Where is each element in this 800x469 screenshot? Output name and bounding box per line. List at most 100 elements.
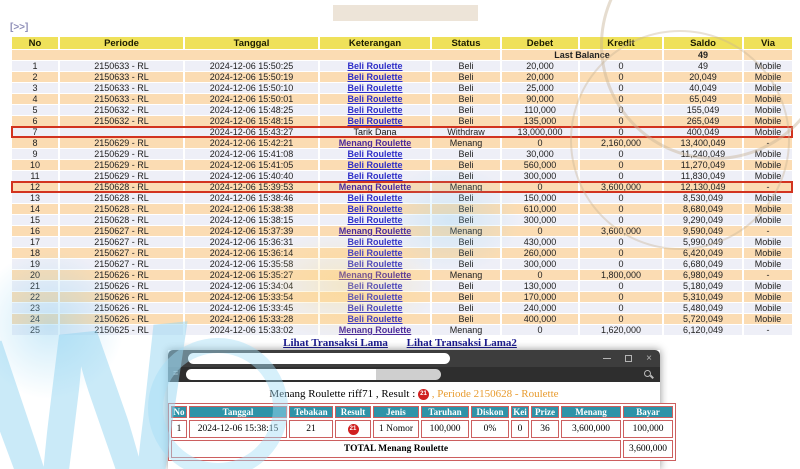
popup-titlebar[interactable]: × [168, 350, 660, 367]
table-row: 19 2150627 - RL 2024-12-06 15:35:58 Beli Ro… [12, 259, 792, 269]
cell-periode: 2150626 - RL [60, 303, 183, 313]
maximize-icon[interactable] [625, 355, 633, 362]
cell-kredit: 0 [580, 94, 662, 104]
keterangan-link[interactable]: Beli Roulette [347, 193, 403, 203]
cell-tanggal: 2024-12-06 15:50:01 [185, 94, 318, 104]
cell-saldo: 65,049 [664, 94, 742, 104]
keterangan-link[interactable]: Menang Roulette [338, 270, 412, 280]
cell-periode: 2150627 - RL [60, 259, 183, 269]
cell-kredit: 0 [580, 83, 662, 93]
cell-tanggal: 2024-12-06 15:33:02 [185, 325, 318, 335]
popup-result-title: Menang Roulette riff71 , Result : 21 , P… [168, 388, 660, 400]
cell-saldo: 11,830,049 [664, 171, 742, 181]
cell-saldo: 11,240,049 [664, 149, 742, 159]
keterangan-link[interactable]: Beli Roulette [347, 83, 403, 93]
cell-status: Beli [432, 303, 500, 313]
cell-via: Mobile [744, 204, 792, 214]
keterangan-link[interactable]: Beli Roulette [347, 116, 403, 126]
cell-via: - [744, 226, 792, 236]
cell-via: Mobile [744, 281, 792, 291]
keterangan-link[interactable]: Beli Roulette [347, 105, 403, 115]
popup-cell-kei: 0 [511, 420, 529, 438]
cell-keterangan: Beli Roulette [320, 314, 430, 324]
keterangan-link[interactable]: Beli Roulette [347, 314, 403, 324]
cell-no: 24 [12, 314, 58, 324]
popup-title-periode: , Periode 2150628 - Roulette [431, 388, 559, 400]
cell-saldo: 6,980,049 [664, 270, 742, 280]
cell-periode: 2150626 - RL [60, 281, 183, 291]
cell-no: 15 [12, 215, 58, 225]
keterangan-link[interactable]: Menang Roulette [338, 138, 412, 148]
cell-keterangan: Beli Roulette [320, 248, 430, 258]
cell-kredit: 0 [580, 281, 662, 291]
keterangan-link[interactable]: Beli Roulette [347, 204, 403, 214]
cell-no: 22 [12, 292, 58, 302]
keterangan-link[interactable]: Beli Roulette [347, 72, 403, 82]
keterangan-link[interactable]: Beli Roulette [347, 149, 403, 159]
keterangan-link[interactable]: Beli Roulette [347, 237, 403, 247]
table-row: 3 2150633 - RL 2024-12-06 15:50:10 Beli Rou… [12, 83, 792, 93]
table-row: 16 2150627 - RL 2024-12-06 15:37:39 Menang … [12, 226, 792, 236]
cell-kredit: 0 [580, 160, 662, 170]
keterangan-link[interactable]: Beli Roulette [347, 215, 403, 225]
search-icon[interactable] [644, 370, 651, 377]
popup-row: 1 2024-12-06 15:38:15 21 21 1 Nomor 100,000 0%… [171, 420, 673, 438]
cell-status: Beli [432, 61, 500, 71]
cell-tanggal: 2024-12-06 15:41:08 [185, 149, 318, 159]
table-row: 23 2150626 - RL 2024-12-06 15:33:45 Beli Ro… [12, 303, 792, 313]
table-row: 8 2150629 - RL 2024-12-06 15:42:21 Menang R… [12, 138, 792, 148]
keterangan-link[interactable]: Beli Roulette [347, 94, 403, 104]
table-row: 5 2150632 - RL 2024-12-06 15:48:25 Beli Rou… [12, 105, 792, 115]
keterangan-link[interactable]: Beli Roulette [347, 281, 403, 291]
keterangan-link[interactable]: Beli Roulette [347, 292, 403, 302]
more-transactions-link[interactable]: [>>] [10, 22, 29, 33]
keterangan-link[interactable]: Beli Roulette [347, 303, 403, 313]
cell-periode: 2150633 - RL [60, 83, 183, 93]
table-row: 13 2150628 - RL 2024-12-06 15:38:46 Beli Ro… [12, 193, 792, 203]
cell-no: 1 [12, 61, 58, 71]
cell-periode: 2150626 - RL [60, 314, 183, 324]
cell-periode: 2150633 - RL [60, 72, 183, 82]
cell-no: 21 [12, 281, 58, 291]
last-balance-via-spacer [744, 50, 792, 60]
cell-no: 14 [12, 204, 58, 214]
popup-cell-prize: 36 [531, 420, 559, 438]
cell-debet: 130,000 [502, 281, 578, 291]
minimize-icon[interactable] [603, 358, 612, 359]
keterangan-link[interactable]: Beli Roulette [347, 171, 403, 181]
cell-debet: 90,000 [502, 94, 578, 104]
cell-keterangan: Beli Roulette [320, 83, 430, 93]
close-icon[interactable]: × [646, 352, 652, 364]
last-balance-value: 49 [664, 50, 742, 60]
keterangan-link[interactable]: Beli Roulette [347, 61, 403, 71]
keterangan-link[interactable]: Menang Roulette [338, 182, 412, 192]
popup-cell-taruhan: 100,000 [421, 420, 469, 438]
last-balance-row: Last Balance 49 [12, 50, 792, 60]
tabs-icon[interactable]: ≡ [173, 368, 179, 378]
redacted-url[interactable] [186, 369, 376, 380]
keterangan-link[interactable]: Beli Roulette [347, 259, 403, 269]
cell-periode: 2150625 - RL [60, 325, 183, 335]
roulette-result-ball-icon: 21 [418, 388, 430, 400]
cell-saldo: 12,130,049 [664, 182, 742, 192]
table-row: 20 2150626 - RL 2024-12-06 15:35:27 Menang … [12, 270, 792, 280]
lihat-transaksi-lama2-link[interactable]: Lihat Transaksi Lama2 [406, 337, 517, 349]
keterangan-link[interactable]: Beli Roulette [347, 248, 403, 258]
cell-keterangan: Beli Roulette [320, 303, 430, 313]
cell-kredit: 0 [580, 149, 662, 159]
keterangan-link[interactable]: Beli Roulette [347, 160, 403, 170]
cell-status: Menang [432, 138, 500, 148]
cell-debet: 135,000 [502, 116, 578, 126]
cell-periode: 2150629 - RL [60, 171, 183, 181]
cell-kredit: 0 [580, 61, 662, 71]
lihat-transaksi-lama-link[interactable]: Lihat Transaksi Lama [283, 337, 388, 349]
cell-status: Menang [432, 182, 500, 192]
keterangan-link[interactable]: Menang Roulette [338, 226, 412, 236]
table-row: 18 2150627 - RL 2024-12-06 15:36:14 Beli Ro… [12, 248, 792, 258]
cell-periode: 2150626 - RL [60, 292, 183, 302]
cell-status: Beli [432, 160, 500, 170]
keterangan-link[interactable]: Menang Roulette [338, 325, 412, 335]
popup-cell-diskon: 0% [471, 420, 509, 438]
cell-tanggal: 2024-12-06 15:50:10 [185, 83, 318, 93]
cell-via: Mobile [744, 303, 792, 313]
